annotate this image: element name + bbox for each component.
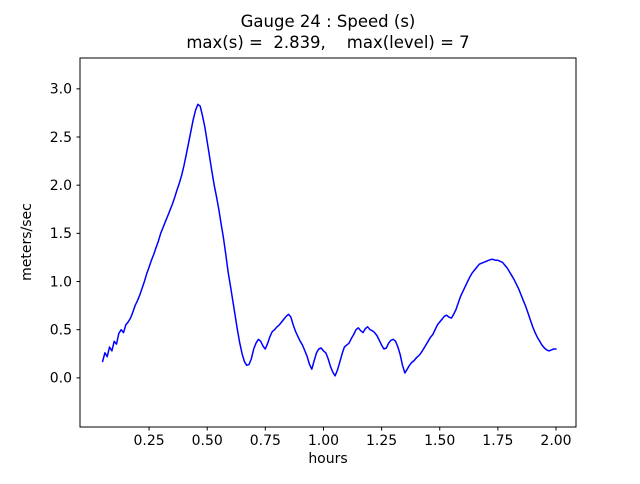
x-axis-label: hours (308, 451, 347, 467)
y-tick-label: 0.0 (50, 371, 72, 387)
y-tick-label: 1.0 (50, 274, 72, 290)
x-ticks: 0.25 0.50 0.75 1.00 1.25 1.50 1.75 2.00 (133, 427, 572, 449)
x-tick-label: 1.25 (366, 433, 397, 449)
x-tick-label: 1.00 (308, 433, 339, 449)
y-tick-label: 0.5 (50, 322, 72, 338)
x-tick-label: 0.75 (250, 433, 281, 449)
y-ticks: 0.0 0.5 1.0 1.5 2.0 2.5 3.0 (50, 82, 80, 387)
y-tick-label: 2.5 (50, 130, 72, 146)
x-tick-label: 0.50 (192, 433, 223, 449)
x-tick-label: 2.00 (540, 433, 571, 449)
plot-area (79, 57, 577, 428)
x-tick-label: 1.75 (482, 433, 513, 449)
speed-line (101, 103, 557, 377)
y-axis-label: meters/sec (19, 203, 35, 281)
chart-title: Gauge 24 : Speed (s) (241, 12, 416, 31)
y-tick-label: 3.0 (50, 82, 72, 98)
chart-subtitle: max(s) = 2.839, max(level) = 7 (186, 33, 469, 52)
x-tick-label: 1.50 (424, 433, 455, 449)
y-tick-label: 1.5 (50, 226, 72, 242)
x-tick-label: 0.25 (133, 433, 164, 449)
y-tick-label: 2.0 (50, 178, 72, 194)
